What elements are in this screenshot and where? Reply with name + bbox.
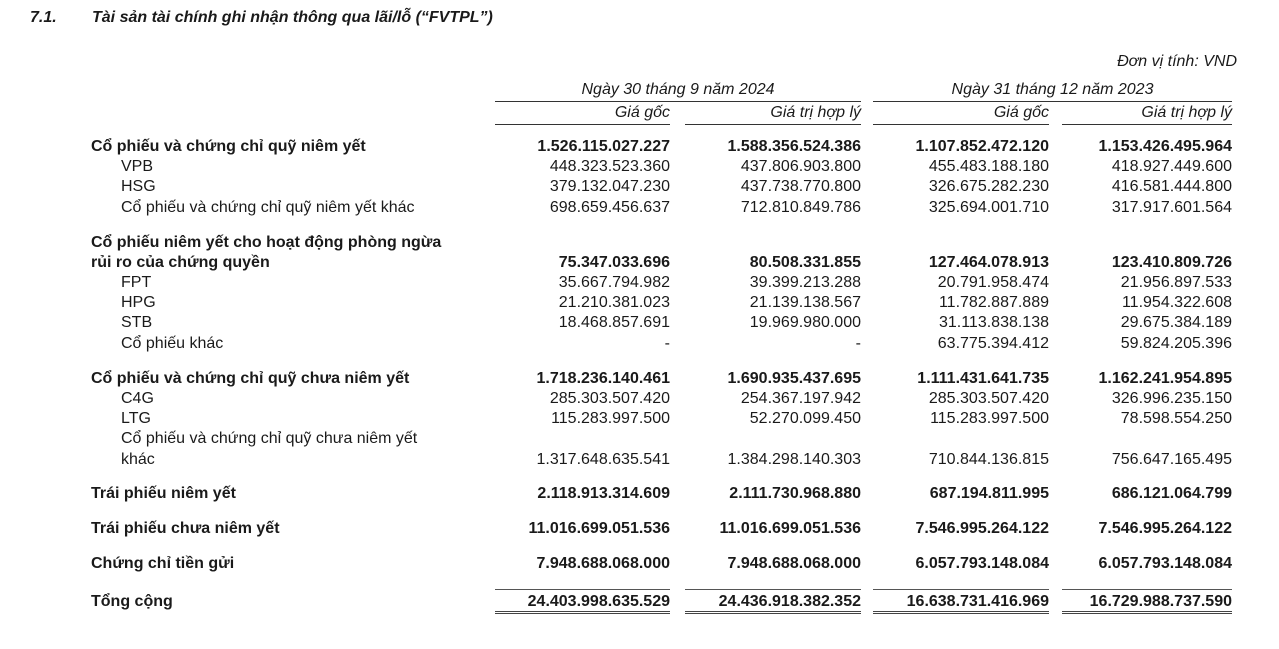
- cell-value: 6.057.793.148.084: [1098, 555, 1232, 572]
- cell-value: 21.210.381.023: [558, 294, 670, 311]
- cell-value: 75.347.033.696: [558, 254, 670, 271]
- row-label: Trái phiếu chưa niêm yết: [91, 520, 280, 537]
- cell-value: 31.113.838.138: [938, 314, 1049, 331]
- cell-value: 416.581.444.800: [1111, 178, 1232, 195]
- cell-value: 317.917.601.564: [1111, 199, 1232, 216]
- col-header-fair-value-2024: Giá trị hợp lý: [685, 104, 861, 125]
- row-label: Cổ phiếu khác: [121, 335, 224, 352]
- cell-value: 19.969.980.000: [749, 314, 861, 331]
- row-label: STB: [121, 314, 153, 331]
- unit-label: Đơn vị tính: VND: [1117, 53, 1237, 70]
- cell-value: -: [664, 335, 670, 352]
- row-label: Cổ phiếu niêm yết cho hoạt động phòng ng…: [91, 234, 442, 251]
- section-title: Tài sản tài chính ghi nhận thông qua lãi…: [92, 9, 493, 26]
- cell-value: 1.107.852.472.120: [915, 138, 1049, 155]
- row-label: khác: [121, 451, 155, 468]
- cell-value: 686.121.064.799: [1111, 485, 1232, 502]
- header-group-2023: Ngày 31 tháng 12 năm 2023: [873, 81, 1232, 102]
- cell-value: 78.598.554.250: [1120, 410, 1232, 427]
- cell-value: 18.468.857.691: [558, 314, 670, 331]
- cell-value: 756.647.165.495: [1111, 451, 1232, 468]
- cell-value: 285.303.507.420: [549, 390, 670, 407]
- cell-value: 437.806.903.800: [740, 158, 861, 175]
- cell-value: 7.948.688.068.000: [536, 555, 670, 572]
- cell-value: 1.526.115.027.227: [537, 138, 670, 155]
- cell-value: 39.399.213.288: [749, 274, 861, 291]
- cell-value: 11.016.699.051.536: [528, 520, 670, 537]
- cell-value: 1.384.298.140.303: [727, 451, 861, 468]
- cell-value: 1.588.356.524.386: [727, 138, 861, 155]
- cell-value: 448.323.523.360: [549, 158, 670, 175]
- cell-value: 16.729.988.737.590: [1062, 589, 1232, 614]
- cell-value: 123.410.809.726: [1111, 254, 1232, 271]
- cell-value: 687.194.811.995: [929, 485, 1049, 502]
- row-label: Cổ phiếu và chứng chỉ quỹ chưa niêm yết: [91, 370, 410, 387]
- cell-value: 1.718.236.140.461: [536, 370, 670, 387]
- cell-value: 11.954.322.608: [1121, 294, 1232, 311]
- col-header-fair-value-2023: Giá trị hợp lý: [1062, 104, 1232, 125]
- row-label: LTG: [121, 410, 151, 427]
- cell-value: 698.659.456.637: [549, 199, 670, 216]
- cell-value: 7.546.995.264.122: [1098, 520, 1232, 537]
- row-label: C4G: [121, 390, 154, 407]
- cell-value: 6.057.793.148.084: [915, 555, 1049, 572]
- cell-value: 63.775.394.412: [937, 335, 1049, 352]
- cell-value: 437.738.770.800: [740, 178, 861, 195]
- section-number: 7.1.: [30, 9, 57, 26]
- col-header-cost-2023: Giá gốc: [873, 104, 1049, 125]
- row-label: FPT: [121, 274, 152, 291]
- cell-value: 21.139.138.567: [749, 294, 861, 311]
- cell-value: 2.111.730.968.880: [729, 485, 861, 502]
- row-label: Tổng cộng: [91, 593, 173, 610]
- cell-value: 11.016.699.051.536: [719, 520, 861, 537]
- cell-value: 80.508.331.855: [749, 254, 861, 271]
- row-label: HPG: [121, 294, 156, 311]
- cell-value: 254.367.197.942: [740, 390, 861, 407]
- cell-value: 325.694.001.710: [928, 199, 1049, 216]
- row-label: VPB: [121, 158, 154, 175]
- cell-value: 35.667.794.982: [558, 274, 670, 291]
- cell-value: 379.132.047.230: [549, 178, 670, 195]
- cell-value: 326.996.235.150: [1111, 390, 1232, 407]
- cell-value: 16.638.731.416.969: [873, 589, 1049, 614]
- cell-value: 7.948.688.068.000: [727, 555, 861, 572]
- row-label: Cổ phiếu và chứng chỉ quỹ chưa niêm yết: [121, 430, 418, 447]
- row-label: rủi ro của chứng quyền: [91, 254, 270, 271]
- cell-value: 1.162.241.954.895: [1098, 370, 1232, 387]
- cell-value: 455.483.188.180: [928, 158, 1049, 175]
- cell-value: 7.546.995.264.122: [915, 520, 1049, 537]
- cell-value: 52.270.099.450: [749, 410, 861, 427]
- row-label: Trái phiếu niêm yết: [91, 485, 236, 502]
- header-group-2024: Ngày 30 tháng 9 năm 2024: [495, 81, 861, 102]
- cell-value: 127.464.078.913: [928, 254, 1049, 271]
- cell-value: 712.810.849.786: [740, 199, 861, 216]
- cell-value: 24.436.918.382.352: [685, 589, 861, 614]
- cell-value: 11.782.887.889: [938, 294, 1049, 311]
- row-label: Cổ phiếu và chứng chỉ quỹ niêm yết khác: [121, 199, 415, 216]
- col-header-cost-2024: Giá gốc: [495, 104, 670, 125]
- cell-value: 710.844.136.815: [928, 451, 1049, 468]
- row-label: Cổ phiếu và chứng chỉ quỹ niêm yết: [91, 138, 366, 155]
- cell-value: 21.956.897.533: [1120, 274, 1232, 291]
- cell-value: 115.283.997.500: [551, 410, 670, 427]
- cell-value: 20.791.958.474: [937, 274, 1049, 291]
- cell-value: 418.927.449.600: [1111, 158, 1232, 175]
- cell-value: 1.690.935.437.695: [727, 370, 861, 387]
- cell-value: 2.118.913.314.609: [537, 485, 670, 502]
- cell-value: 29.675.384.189: [1120, 314, 1232, 331]
- cell-value: 59.824.205.396: [1120, 335, 1232, 352]
- cell-value: 1.153.426.495.964: [1098, 138, 1232, 155]
- cell-value: 1.317.648.635.541: [536, 451, 670, 468]
- row-label: Chứng chỉ tiền gửi: [91, 555, 235, 572]
- cell-value: 115.283.997.500: [930, 410, 1049, 427]
- cell-value: 285.303.507.420: [928, 390, 1049, 407]
- cell-value: -: [855, 335, 861, 352]
- row-label: HSG: [121, 178, 156, 195]
- cell-value: 24.403.998.635.529: [495, 589, 670, 614]
- cell-value: 1.111.431.641.735: [917, 370, 1049, 387]
- cell-value: 326.675.282.230: [928, 178, 1049, 195]
